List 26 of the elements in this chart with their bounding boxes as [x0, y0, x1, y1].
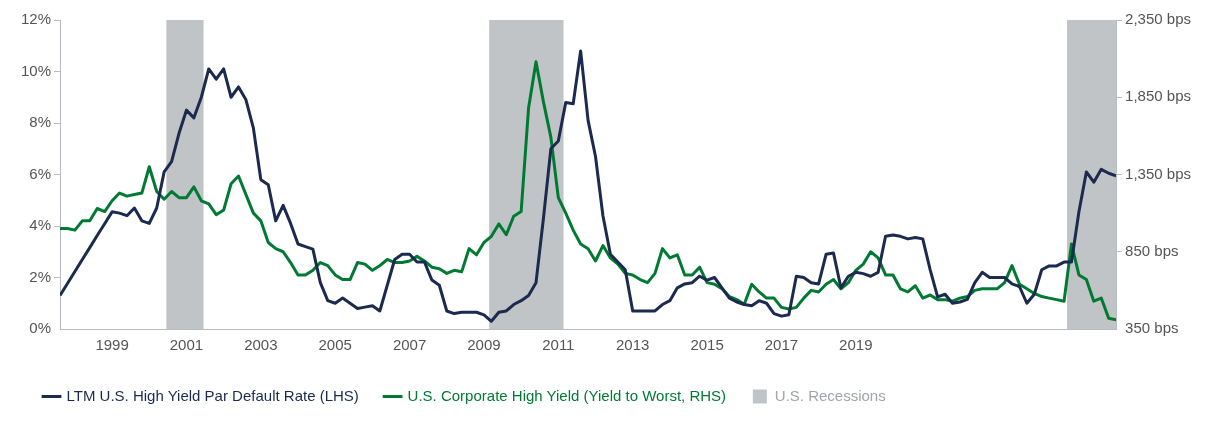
- x-tick-label: 1999: [95, 336, 129, 354]
- legend-label: U.S. Corporate High Yield (Yield to Worst, RHS): [407, 386, 727, 404]
- y2-tick-label: 350 bps: [1125, 319, 1179, 337]
- x-tick-label: 2017: [764, 336, 799, 354]
- y-tick-label: 10%: [20, 61, 52, 79]
- x-tick-label: 2005: [318, 336, 352, 354]
- x-tick-label: 2011: [542, 336, 575, 354]
- y-tick-label: 0%: [29, 319, 52, 337]
- y-tick-label: 4%: [29, 216, 52, 234]
- y-tick-label: 8%: [29, 113, 52, 131]
- legend-label: U.S. Recessions: [774, 386, 886, 404]
- y-tick-label: 6%: [29, 164, 52, 182]
- x-tick-label: 2015: [690, 336, 724, 354]
- x-tick-label: 2001: [169, 336, 204, 354]
- y-tick-label: 12%: [20, 10, 52, 28]
- y2-tick-label: 1,850 bps: [1125, 87, 1191, 105]
- y-tick-label: 2%: [29, 267, 52, 285]
- y2-tick-label: 2,350 bps: [1125, 10, 1191, 28]
- y2-tick-label: 1,350 bps: [1125, 164, 1191, 182]
- legend-label: LTM U.S. High Yield Par Default Rate (LHS): [66, 386, 359, 404]
- y2-tick-label: 850 bps: [1125, 241, 1179, 259]
- x-tick-label: 2019: [839, 336, 873, 354]
- x-tick-label: 2013: [616, 336, 650, 354]
- x-tick-label: 2007: [392, 336, 427, 354]
- x-tick-label: 2009: [467, 336, 501, 354]
- x-tick-label: 2003: [244, 336, 278, 354]
